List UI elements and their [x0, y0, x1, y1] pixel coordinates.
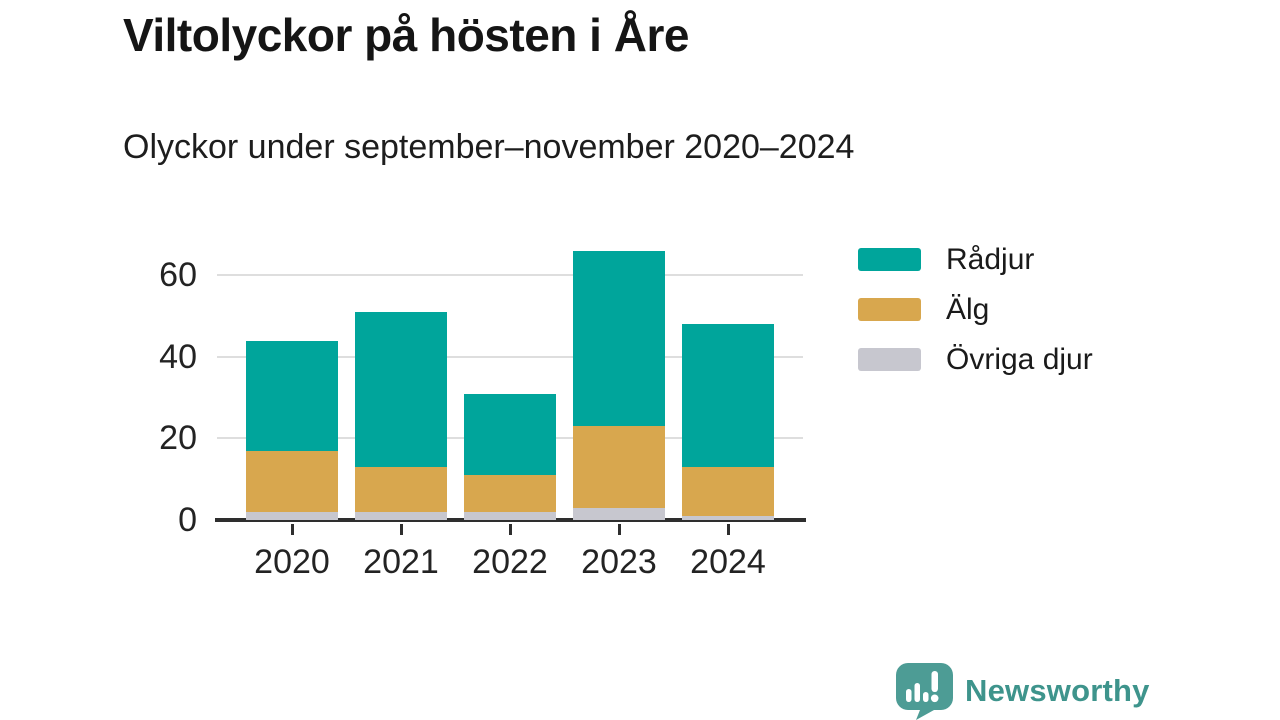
bar-2020: [246, 340, 338, 520]
bar-segment-2020-Rådjur: [246, 340, 338, 451]
bar-2021: [355, 311, 447, 520]
plot-area: 2020 2021 2022 2023 2024: [215, 240, 806, 581]
bar-segment-2024-Rådjur: [682, 324, 774, 467]
gridline-40: [217, 355, 803, 358]
y-tick-label: 0: [178, 501, 197, 539]
bar-segment-2022-Älg: [464, 475, 556, 512]
legend-swatch: [858, 248, 921, 271]
bar-2023: [573, 250, 665, 520]
bar-segment-2023-Älg: [573, 426, 665, 508]
bar-segment-2021-Älg: [355, 466, 447, 512]
legend-label: Älg: [946, 292, 990, 326]
y-tick-label: 60: [159, 256, 197, 295]
x-tick-label: 2024: [690, 543, 766, 581]
legend-item: Övriga djur: [858, 344, 1093, 374]
legend: Rådjur Älg Övriga djur: [858, 244, 1093, 398]
bar-segment-2020-Älg: [246, 450, 338, 512]
chart-subtitle: Olyckor under september–november 2020–20…: [123, 128, 855, 166]
y-tick-label: 20: [159, 419, 197, 458]
bar-segment-2021-Övriga djur: [355, 511, 447, 520]
legend-item: Rådjur: [858, 244, 1093, 274]
page-title: Viltolyckor på hösten i Åre: [123, 9, 689, 61]
x-tick-label: 2022: [472, 543, 548, 581]
brand-footer: Newsworthy: [895, 662, 1150, 720]
y-tick-label: 40: [159, 337, 197, 376]
gridline-60: [217, 274, 803, 277]
legend-swatch: [858, 348, 921, 371]
x-tick-2022: [508, 524, 512, 535]
bar-segment-2024-Övriga djur: [682, 515, 774, 520]
bar-segment-2024-Älg: [682, 466, 774, 516]
bar-2024: [682, 324, 774, 520]
brand-name: Newsworthy: [965, 673, 1150, 708]
x-tick-2021: [399, 524, 403, 535]
bar-segment-2022-Övriga djur: [464, 511, 556, 520]
legend-item: Älg: [858, 294, 1093, 324]
legend-label: Övriga djur: [946, 342, 1093, 376]
x-axis-line: [215, 518, 806, 522]
bar-segment-2022-Rådjur: [464, 393, 556, 476]
x-tick-label: 2020: [254, 543, 330, 581]
legend-label: Rådjur: [946, 242, 1035, 276]
newsworthy-logo-icon: [896, 663, 953, 720]
bar-segment-2021-Rådjur: [355, 311, 447, 467]
bar-segment-2020-Övriga djur: [246, 511, 338, 520]
x-tick-2024: [726, 524, 730, 535]
x-tick-label: 2023: [581, 543, 657, 581]
legend-swatch: [858, 298, 921, 321]
bar-2022: [464, 393, 556, 520]
bar-segment-2023-Övriga djur: [573, 507, 665, 520]
x-tick-2020: [290, 524, 294, 535]
x-tick-2023: [617, 524, 621, 535]
x-tick-label: 2021: [363, 543, 439, 581]
bar-segment-2023-Rådjur: [573, 250, 665, 427]
